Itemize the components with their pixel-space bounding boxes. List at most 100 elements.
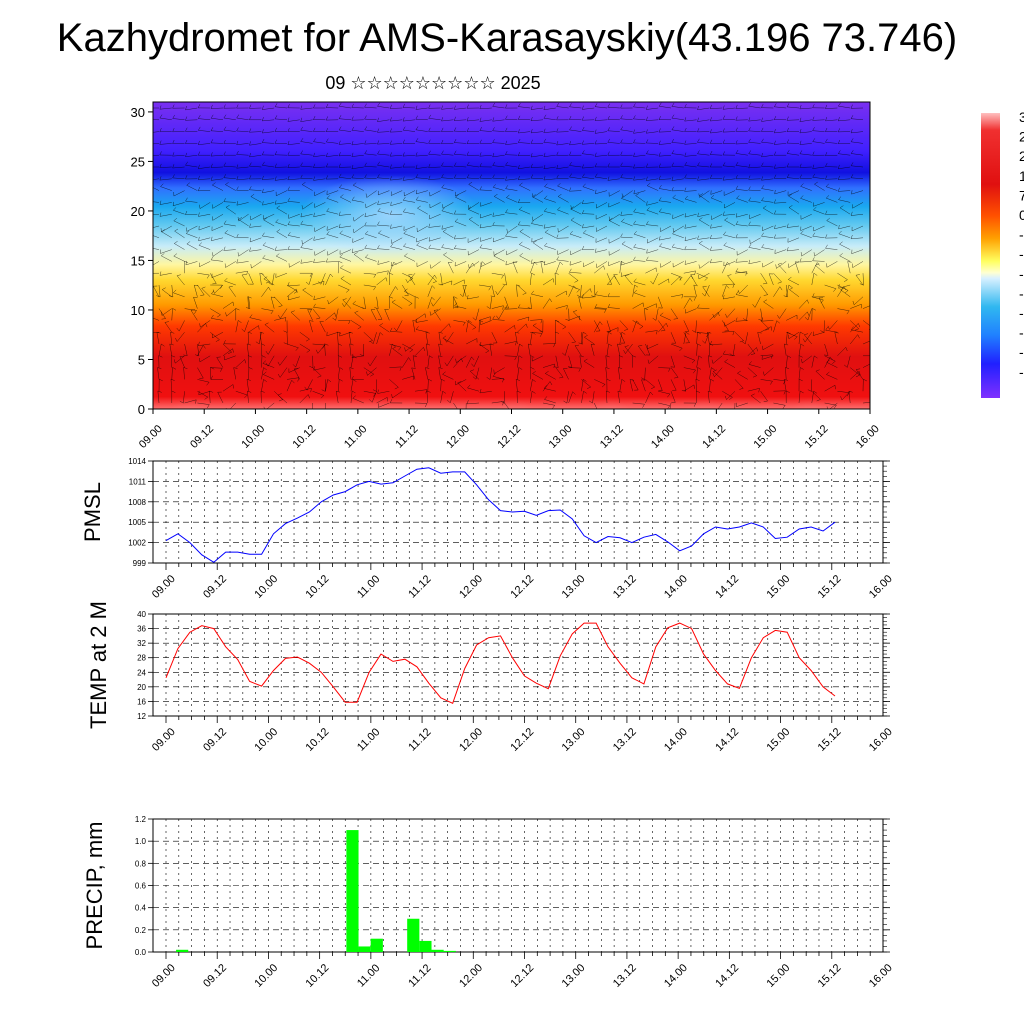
y-tick-label: 15 xyxy=(131,253,145,268)
colorbar-label: 2 xyxy=(1019,129,1024,145)
x-tick-label: 14.12 xyxy=(700,423,728,451)
y-tick-label: 25 xyxy=(131,154,145,169)
x-tick-label: 13.00 xyxy=(560,573,588,601)
x-tick-label: 15.12 xyxy=(816,726,844,754)
x-tick-label: 11.12 xyxy=(406,962,433,989)
x-tick-label: 16.00 xyxy=(854,423,882,451)
x-tick-label: 15.00 xyxy=(751,423,779,451)
precip-bar xyxy=(407,918,420,952)
x-tick-label: 14.00 xyxy=(662,573,690,601)
x-tick-label: 10.12 xyxy=(304,726,332,754)
main-title: Kazhydromet for AMS-Karasayskiy(43.196 7… xyxy=(56,16,958,60)
x-tick-label: 09.12 xyxy=(188,423,216,451)
colorbar-label: 3 xyxy=(1019,109,1024,125)
x-tick-label: 12.12 xyxy=(508,573,536,601)
x-tick-label: 14.00 xyxy=(662,962,690,990)
x-tick-label: 14.12 xyxy=(713,726,741,754)
colorbar-label: 1 xyxy=(1019,168,1024,184)
y-axis-label: PRECIP, mm xyxy=(82,822,107,950)
x-tick-label: 09.12 xyxy=(201,962,229,990)
x-tick-label: 11.00 xyxy=(342,423,369,450)
y-tick-label: 32 xyxy=(137,639,146,648)
colorbar-ramp xyxy=(981,113,1000,398)
y-tick-label: 999 xyxy=(133,559,147,568)
y-tick-label: 30 xyxy=(131,105,145,120)
y-tick-label: 20 xyxy=(137,683,146,692)
x-tick-label: 09.12 xyxy=(201,726,229,754)
x-tick-label: 14.00 xyxy=(662,726,690,754)
date-line: 09 ☆☆☆☆☆☆☆☆☆ 2025 xyxy=(325,73,541,93)
x-tick-label: 13.12 xyxy=(598,423,626,451)
x-tick-label: 14.12 xyxy=(713,573,741,601)
x-tick-label: 12.12 xyxy=(508,726,536,754)
x-tick-label: 11.12 xyxy=(393,423,420,450)
x-tick-label: 16.00 xyxy=(867,962,895,990)
wind-barbs xyxy=(153,102,870,409)
x-tick-label: 12.00 xyxy=(457,726,485,754)
y-tick-label: 0.6 xyxy=(135,882,147,891)
x-tick-label: 09.00 xyxy=(150,962,178,990)
y-tick-label: 40 xyxy=(137,610,146,619)
x-tick-label: 11.12 xyxy=(406,573,433,600)
warm-blob xyxy=(675,354,735,409)
x-tick-label: 13.00 xyxy=(547,423,575,451)
temp-panel: 12 16 20 24 28 32 36 40 09.00 09.12 10.00 10.12 11.0… xyxy=(86,601,895,754)
x-tick-label: 12.00 xyxy=(444,423,472,451)
y-tick-label: 5 xyxy=(138,352,145,367)
x-tick-label: 13.00 xyxy=(560,962,588,990)
grid xyxy=(153,614,883,723)
grid xyxy=(153,461,883,570)
x-tick-label: 15.12 xyxy=(816,962,844,990)
x-tick-label: 13.12 xyxy=(611,962,639,990)
y-tick-label: 0.0 xyxy=(135,948,147,957)
x-tick-label: 11.12 xyxy=(406,726,433,753)
y-tick-label: 1.2 xyxy=(135,815,147,824)
y-tick-label: 20 xyxy=(131,204,145,219)
y-axis-label: PMSL xyxy=(80,482,105,542)
x-tick-label: 12.00 xyxy=(457,962,485,990)
section-x-axis: 09.00 09.12 10.00 10.12 11.00 11.12 12.00 12.12… xyxy=(137,409,882,451)
barb-strokes xyxy=(153,102,870,409)
colorbar-label: - xyxy=(1019,227,1024,243)
colorbar-label: - xyxy=(1019,364,1024,380)
colorbar-label: - xyxy=(1019,325,1024,341)
y-tick-label: 10 xyxy=(131,303,145,318)
grid xyxy=(153,819,883,959)
colorbar-label: 2 xyxy=(1019,148,1024,164)
section-panel: 0 5 10 15 20 25 30 09.00 09.12 10.00 10.12 11.00 11… xyxy=(131,101,882,451)
x-tick-label: 12.12 xyxy=(495,423,523,451)
y-tick-label: 16 xyxy=(137,697,146,706)
y-tick-label: 1005 xyxy=(128,518,146,527)
section-y-axis: 0 5 10 15 20 25 30 xyxy=(131,105,153,417)
precip-bar xyxy=(358,946,371,952)
y-tick-label: 28 xyxy=(137,654,146,663)
x-tick-label: 15.00 xyxy=(764,726,792,754)
warm-blob xyxy=(485,354,545,409)
colorbar-label: - xyxy=(1019,305,1024,321)
x-tick-label: 09.12 xyxy=(201,573,229,601)
x-tick-label: 13.12 xyxy=(611,726,639,754)
colorbar-label: - xyxy=(1019,344,1024,360)
precip-bar xyxy=(346,830,359,952)
y-tick-label: 0 xyxy=(138,402,145,417)
y-tick-label: 1008 xyxy=(128,498,146,507)
x-tick-label: 09.00 xyxy=(137,423,165,451)
x-tick-label: 16.00 xyxy=(867,573,895,601)
x-tick-label: 10.12 xyxy=(291,423,319,451)
colorbar-label: 0 xyxy=(1019,207,1024,223)
y-tick-label: 1014 xyxy=(128,457,146,466)
y-tick-label: 0.4 xyxy=(135,904,147,913)
y-axis-label: TEMP at 2 M xyxy=(86,601,111,729)
temp-line xyxy=(165,622,836,704)
x-tick-label: 15.00 xyxy=(764,573,792,601)
colorbar-label: - xyxy=(1019,266,1024,282)
warm-blob xyxy=(580,354,640,409)
x-tick-label: 14.12 xyxy=(713,962,741,990)
x-tick-label: 14.00 xyxy=(649,423,677,451)
x-tick-label: 10.00 xyxy=(252,726,280,754)
x-tick-label: 15.00 xyxy=(764,962,792,990)
x-tick-label: 09.00 xyxy=(150,573,178,601)
precip-panel: 0.0 0.2 0.4 0.6 0.8 1.0 1.2 09.00 09.12 10.00 10.1… xyxy=(82,815,895,990)
precip-bar xyxy=(370,938,383,952)
y-tick-label: 1.0 xyxy=(135,837,147,846)
